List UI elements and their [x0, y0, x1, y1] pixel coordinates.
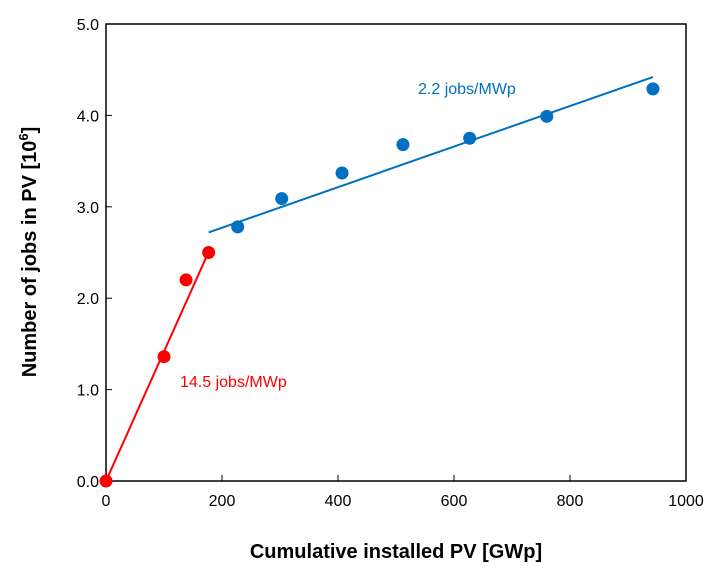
y-axis-title-superscript: 6	[16, 133, 31, 140]
x-axis-ticks: 0 200 400 600 800 1000	[102, 475, 704, 510]
y-axis-title: Number of jobs in PV [106]	[16, 127, 41, 378]
x-tick-label: 0	[102, 493, 111, 510]
blue-data-point	[231, 220, 245, 234]
y-axis-ticks: 0.0 1.0 2.0 3.0 4.0 5.0	[77, 17, 112, 491]
red-data-point	[157, 350, 171, 364]
blue-series-annotation: 2.2 jobs/MWp	[418, 81, 516, 98]
data-points	[99, 82, 660, 488]
red-data-point	[99, 474, 113, 488]
red-series-annotation: 14.5 jobs/MWp	[180, 374, 287, 391]
x-axis-title: Cumulative installed PV [GWp]	[250, 541, 542, 563]
fit-lines	[105, 76, 654, 482]
y-axis-title-main: Number of jobs in PV [10	[19, 141, 41, 378]
y-tick-label: 5.0	[77, 17, 99, 34]
blue-data-point	[275, 192, 289, 206]
blue-data-point	[463, 131, 477, 145]
blue-data-point	[646, 82, 660, 96]
x-tick-label: 800	[557, 493, 584, 510]
red-data-point	[202, 246, 216, 259]
x-tick-label: 600	[441, 493, 468, 510]
blue-data-point	[335, 166, 349, 180]
red-fit-line	[105, 247, 212, 482]
blue-data-point	[540, 109, 554, 123]
blue-data-point	[396, 138, 410, 152]
blue-fit-line	[208, 76, 654, 234]
x-tick-label: 400	[325, 493, 352, 510]
y-tick-label: 0.0	[77, 474, 99, 491]
y-tick-label: 1.0	[77, 383, 99, 400]
y-tick-label: 4.0	[77, 108, 99, 125]
y-tick-label: 3.0	[77, 200, 99, 217]
plot-frame	[105, 23, 687, 482]
x-tick-label: 1000	[668, 493, 704, 510]
y-tick-label: 2.0	[77, 291, 99, 308]
x-tick-label: 200	[209, 493, 236, 510]
y-axis-title-end: ]	[19, 127, 41, 134]
red-data-point	[179, 273, 193, 287]
